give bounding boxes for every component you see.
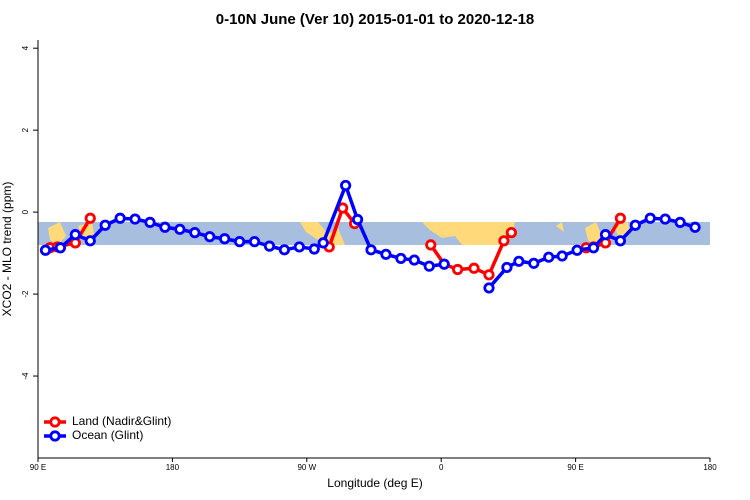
point <box>528 257 540 269</box>
point <box>425 239 437 251</box>
point <box>452 263 464 276</box>
x-tick-label: 180 <box>703 463 717 472</box>
point <box>423 260 435 272</box>
point <box>248 236 261 248</box>
y-tick-label: -4 <box>21 372 30 380</box>
point <box>144 216 156 228</box>
point <box>365 244 377 256</box>
point <box>278 244 290 256</box>
point <box>614 212 627 224</box>
x-axis-label: Longitude (deg E) <box>327 476 422 490</box>
point <box>501 261 513 274</box>
point <box>84 212 96 224</box>
point <box>674 216 686 228</box>
point <box>556 250 568 262</box>
point <box>340 179 352 192</box>
y-axis-label: XCO2 - MLO trend (ppm) <box>0 182 14 317</box>
point <box>408 254 420 266</box>
legend-label: Ocean (Glint) <box>72 428 143 442</box>
point <box>468 262 480 274</box>
legend-marker <box>49 416 61 428</box>
y-tick-label: -2 <box>21 290 30 298</box>
point <box>599 229 612 241</box>
point <box>629 219 641 231</box>
point <box>689 221 701 233</box>
point <box>498 235 510 247</box>
point <box>571 244 583 256</box>
x-tick-label: 90 E <box>567 463 583 472</box>
y-tick-label: 0 <box>21 209 30 214</box>
point <box>587 242 600 254</box>
point <box>483 282 495 294</box>
point <box>351 213 364 226</box>
point <box>505 227 517 239</box>
point <box>380 248 392 260</box>
point <box>129 213 141 225</box>
chart-title: 0-10N June (Ver 10) 2015-01-01 to 2020-1… <box>216 11 535 28</box>
point <box>513 255 525 267</box>
point <box>234 236 246 248</box>
point <box>189 227 201 239</box>
point <box>308 243 320 255</box>
point <box>69 229 81 241</box>
point <box>614 235 627 247</box>
x-tick-label: 180 <box>166 463 180 472</box>
y-tick-label: 2 <box>21 127 30 132</box>
point <box>395 252 407 265</box>
y-tick-label: 4 <box>21 45 30 50</box>
point <box>39 244 52 256</box>
point <box>84 235 96 247</box>
x-tick-label: 90 E <box>30 463 46 472</box>
x-tick-label: 90 W <box>297 463 316 472</box>
point <box>174 223 186 235</box>
point <box>204 231 216 243</box>
point <box>659 213 671 225</box>
point <box>263 240 276 252</box>
point <box>483 269 495 281</box>
point <box>54 242 67 254</box>
point <box>99 219 111 231</box>
point <box>543 251 555 263</box>
point <box>317 237 329 249</box>
point <box>219 233 231 245</box>
point <box>644 212 656 224</box>
legend-label: Land (Nadir&Glint) <box>72 414 171 428</box>
x-tick-label: 0 <box>439 463 444 472</box>
point <box>293 241 305 253</box>
point <box>438 258 450 270</box>
legend-marker <box>49 430 61 442</box>
point <box>114 212 126 224</box>
point <box>159 221 171 233</box>
